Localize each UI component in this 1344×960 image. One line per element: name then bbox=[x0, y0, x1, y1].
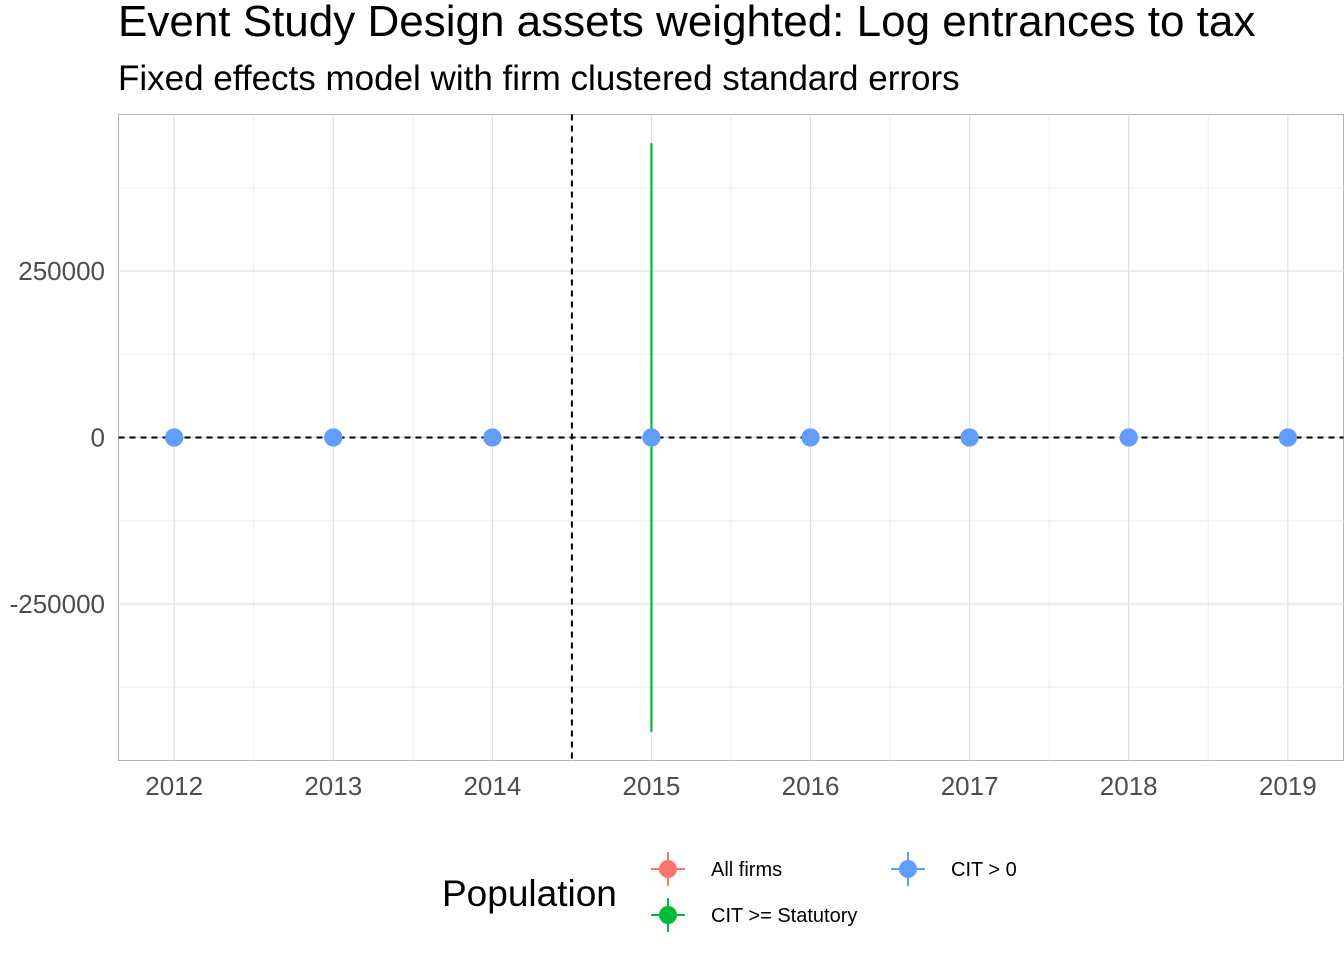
legend-title: Population bbox=[442, 873, 617, 914]
x-tick-label: 2017 bbox=[941, 771, 999, 801]
x-tick-label: 2012 bbox=[145, 771, 203, 801]
y-tick-label: 0 bbox=[91, 423, 105, 453]
data-point bbox=[324, 428, 343, 447]
legend-key-point bbox=[899, 860, 917, 878]
data-point bbox=[483, 428, 502, 447]
x-tick-label: 2013 bbox=[304, 771, 362, 801]
legend-entry: CIT >= Statutory bbox=[651, 898, 857, 932]
chart-subtitle: Fixed effects model with firm clustered … bbox=[118, 59, 960, 98]
legend-key-point bbox=[659, 860, 677, 878]
x-axis-ticks: 2012 2013 2014 2015 2016 2017 2018 2019 bbox=[145, 771, 1316, 801]
x-tick-label: 2016 bbox=[782, 771, 840, 801]
legend: Population All firms CIT >= Statutory CIT … bbox=[442, 852, 1017, 932]
data-marks bbox=[165, 143, 1297, 732]
legend-entry: CIT > 0 bbox=[891, 852, 1017, 886]
data-point bbox=[642, 428, 661, 447]
data-point bbox=[165, 428, 184, 447]
x-tick-label: 2014 bbox=[463, 771, 521, 801]
y-tick-label: -250000 bbox=[10, 589, 105, 619]
legend-entry-label: CIT >= Statutory bbox=[711, 905, 857, 927]
legend-entry-label: All firms bbox=[711, 859, 782, 881]
chart-title: Event Study Design assets weighted: Log … bbox=[118, 0, 1255, 46]
legend-entry-label: CIT > 0 bbox=[951, 859, 1017, 881]
reference-lines bbox=[118, 114, 1344, 761]
x-tick-label: 2019 bbox=[1259, 771, 1317, 801]
x-tick-label: 2015 bbox=[623, 771, 681, 801]
data-point bbox=[1119, 428, 1138, 447]
data-point bbox=[960, 428, 979, 447]
legend-entry: All firms bbox=[651, 852, 782, 886]
y-tick-label: 250000 bbox=[18, 256, 105, 286]
legend-key-point bbox=[659, 906, 677, 924]
legend-entries: All firms CIT >= Statutory CIT > 0 bbox=[651, 852, 1017, 932]
data-point bbox=[1278, 428, 1297, 447]
y-axis-ticks: 250000 0 -250000 bbox=[10, 256, 105, 619]
x-tick-label: 2018 bbox=[1100, 771, 1158, 801]
data-point bbox=[801, 428, 820, 447]
